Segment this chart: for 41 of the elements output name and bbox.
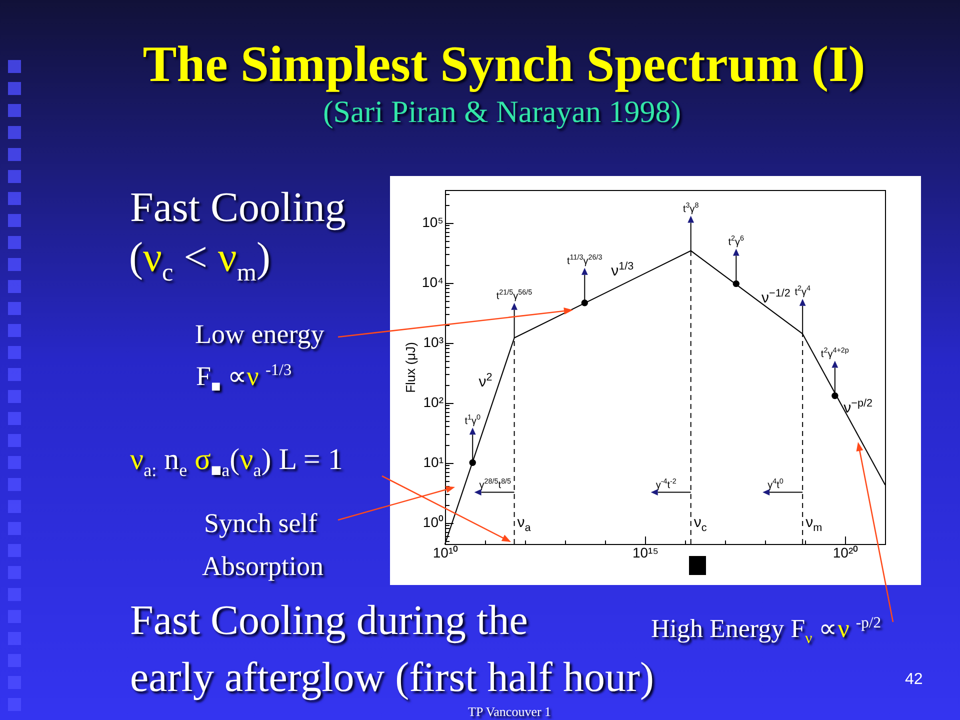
chart-subtitle: (Sari Piran & Narayan 1998) [322, 94, 682, 129]
y-tick-label: 10⁴ [422, 274, 444, 290]
annotation: ν$^{1/3}$ [611, 260, 634, 280]
y-axis-title: Flux (μJ) [402, 342, 418, 393]
annotation: t$^{2}$γ$^{6}$ [728, 233, 744, 248]
text: Synch self [204, 508, 318, 538]
x-tick-label: 10¹⁵ [632, 544, 659, 560]
text: 42 [905, 671, 923, 688]
annotation: γ$^{4}$t$^{0}$ [768, 476, 784, 492]
text: ν$_{a:}$ n$_{e}$ σ$_{■a}$(ν$_{a}$) L = 1 [130, 443, 343, 480]
text: F$_{■}$ ∝ν $^{-1/3}$ [196, 361, 292, 396]
y-tick-label: 10⁰ [422, 514, 444, 530]
text: Low energy [195, 319, 324, 349]
annotation: ν$^{−p/2}$ [844, 397, 872, 416]
y-tick-label: 10¹ [423, 454, 444, 470]
annotation: t$^{21/5}$γ$^{56/5}$ [496, 288, 532, 302]
annotation: ν$^{−1/2}$ [762, 288, 790, 307]
text: High Energy F$_{ν}$ ∝ν $^{-p/2}$ [651, 614, 882, 648]
text: TP Vancouver 1 [468, 704, 552, 719]
chart-title: The Simplest Synch Spectrum (I) [142, 37, 866, 93]
annotation: γ$^{28/5}$t$^{8/5}$ [479, 476, 512, 492]
x-tick-label: 10²⁰ [832, 544, 858, 560]
text: Absorption [202, 551, 324, 581]
annotation: γ$^{-4}$t$^{-2}$ [656, 476, 676, 492]
y-tick-label: 10⁵ [422, 214, 444, 230]
annotation: ν$^{2}$ [478, 371, 492, 390]
x-tick-label: 10¹⁰ [432, 544, 458, 560]
y-tick-label: 10³ [423, 334, 444, 350]
annotation: t$^{1}$γ$^{0}$ [464, 412, 480, 427]
annotation: t$^{11/3}$γ$^{26/3}$ [567, 252, 602, 267]
text: early afterglow (first half hour) [130, 655, 654, 701]
annotation: t$^{2}$γ$^{4}$ [794, 284, 810, 298]
text: Fast Cooling [130, 185, 346, 231]
y-tick-label: 10² [423, 394, 444, 410]
ref-line-label: ν$_{c}$ [694, 514, 707, 534]
ref-line-label: ν$_{a}$ [517, 514, 531, 534]
text: Fast Cooling during the [130, 598, 528, 644]
annotation: t$^{3}$γ$^{8}$ [682, 200, 699, 215]
ref-line-label: ν$_{m}$ [806, 514, 822, 534]
annotation: t$^{2}$γ$^{4+2p}$ [820, 345, 849, 360]
text: (ν$_{c}$ < ν$_{m}$) [129, 235, 270, 286]
